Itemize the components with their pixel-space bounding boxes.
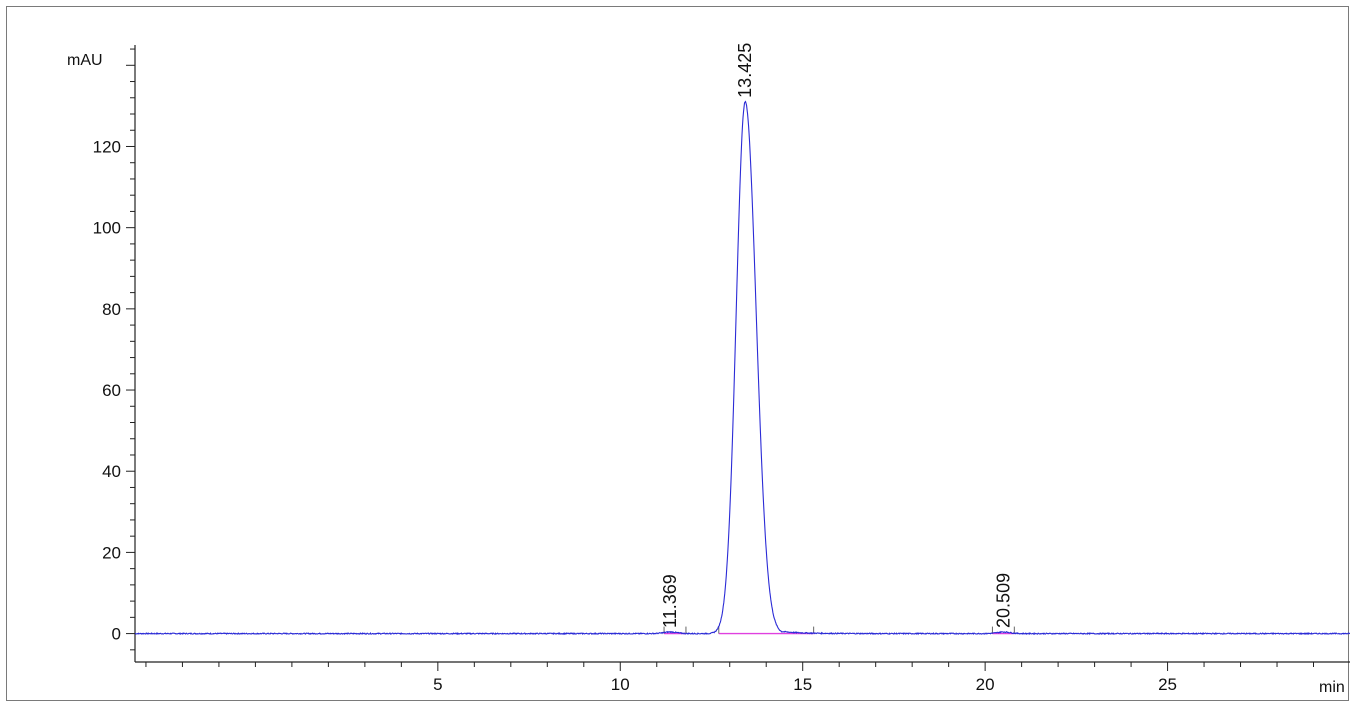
y-tick-label: 100: [93, 219, 121, 238]
y-tick-label: 40: [102, 462, 121, 481]
axes: 0 20 40 60 80 100 120 5 10 15 20 25: [93, 45, 1350, 694]
peak-label: 13.425: [735, 43, 755, 98]
x-tick-label: 25: [1158, 675, 1177, 694]
peak-label: 20.509: [994, 573, 1014, 628]
x-tick-label: 20: [976, 675, 995, 694]
y-tick-label: 80: [102, 300, 121, 319]
x-tick-label: 10: [611, 675, 630, 694]
peak-labels: 11.369 13.425 20.509: [660, 43, 1013, 628]
y-tick-label: 0: [112, 625, 121, 644]
y-tick-label: 20: [102, 543, 121, 562]
x-axis-label: min: [1319, 679, 1345, 696]
signal-trace: [134, 100, 1350, 636]
chart-frame: 0 20 40 60 80 100 120 5 10 15 20 25 11.369 13.425 20.…: [6, 6, 1350, 701]
x-tick-label: 15: [793, 675, 812, 694]
y-axis-label: mAU: [67, 52, 103, 69]
y-tick-label: 120: [93, 137, 121, 156]
peak-label: 11.369: [660, 574, 680, 628]
y-tick-label: 60: [102, 381, 121, 400]
x-tick-label: 5: [433, 675, 442, 694]
signal-layer: [134, 100, 1350, 636]
chromatogram-chart: 0 20 40 60 80 100 120 5 10 15 20 25 11.369 13.425 20.…: [67, 43, 1350, 696]
